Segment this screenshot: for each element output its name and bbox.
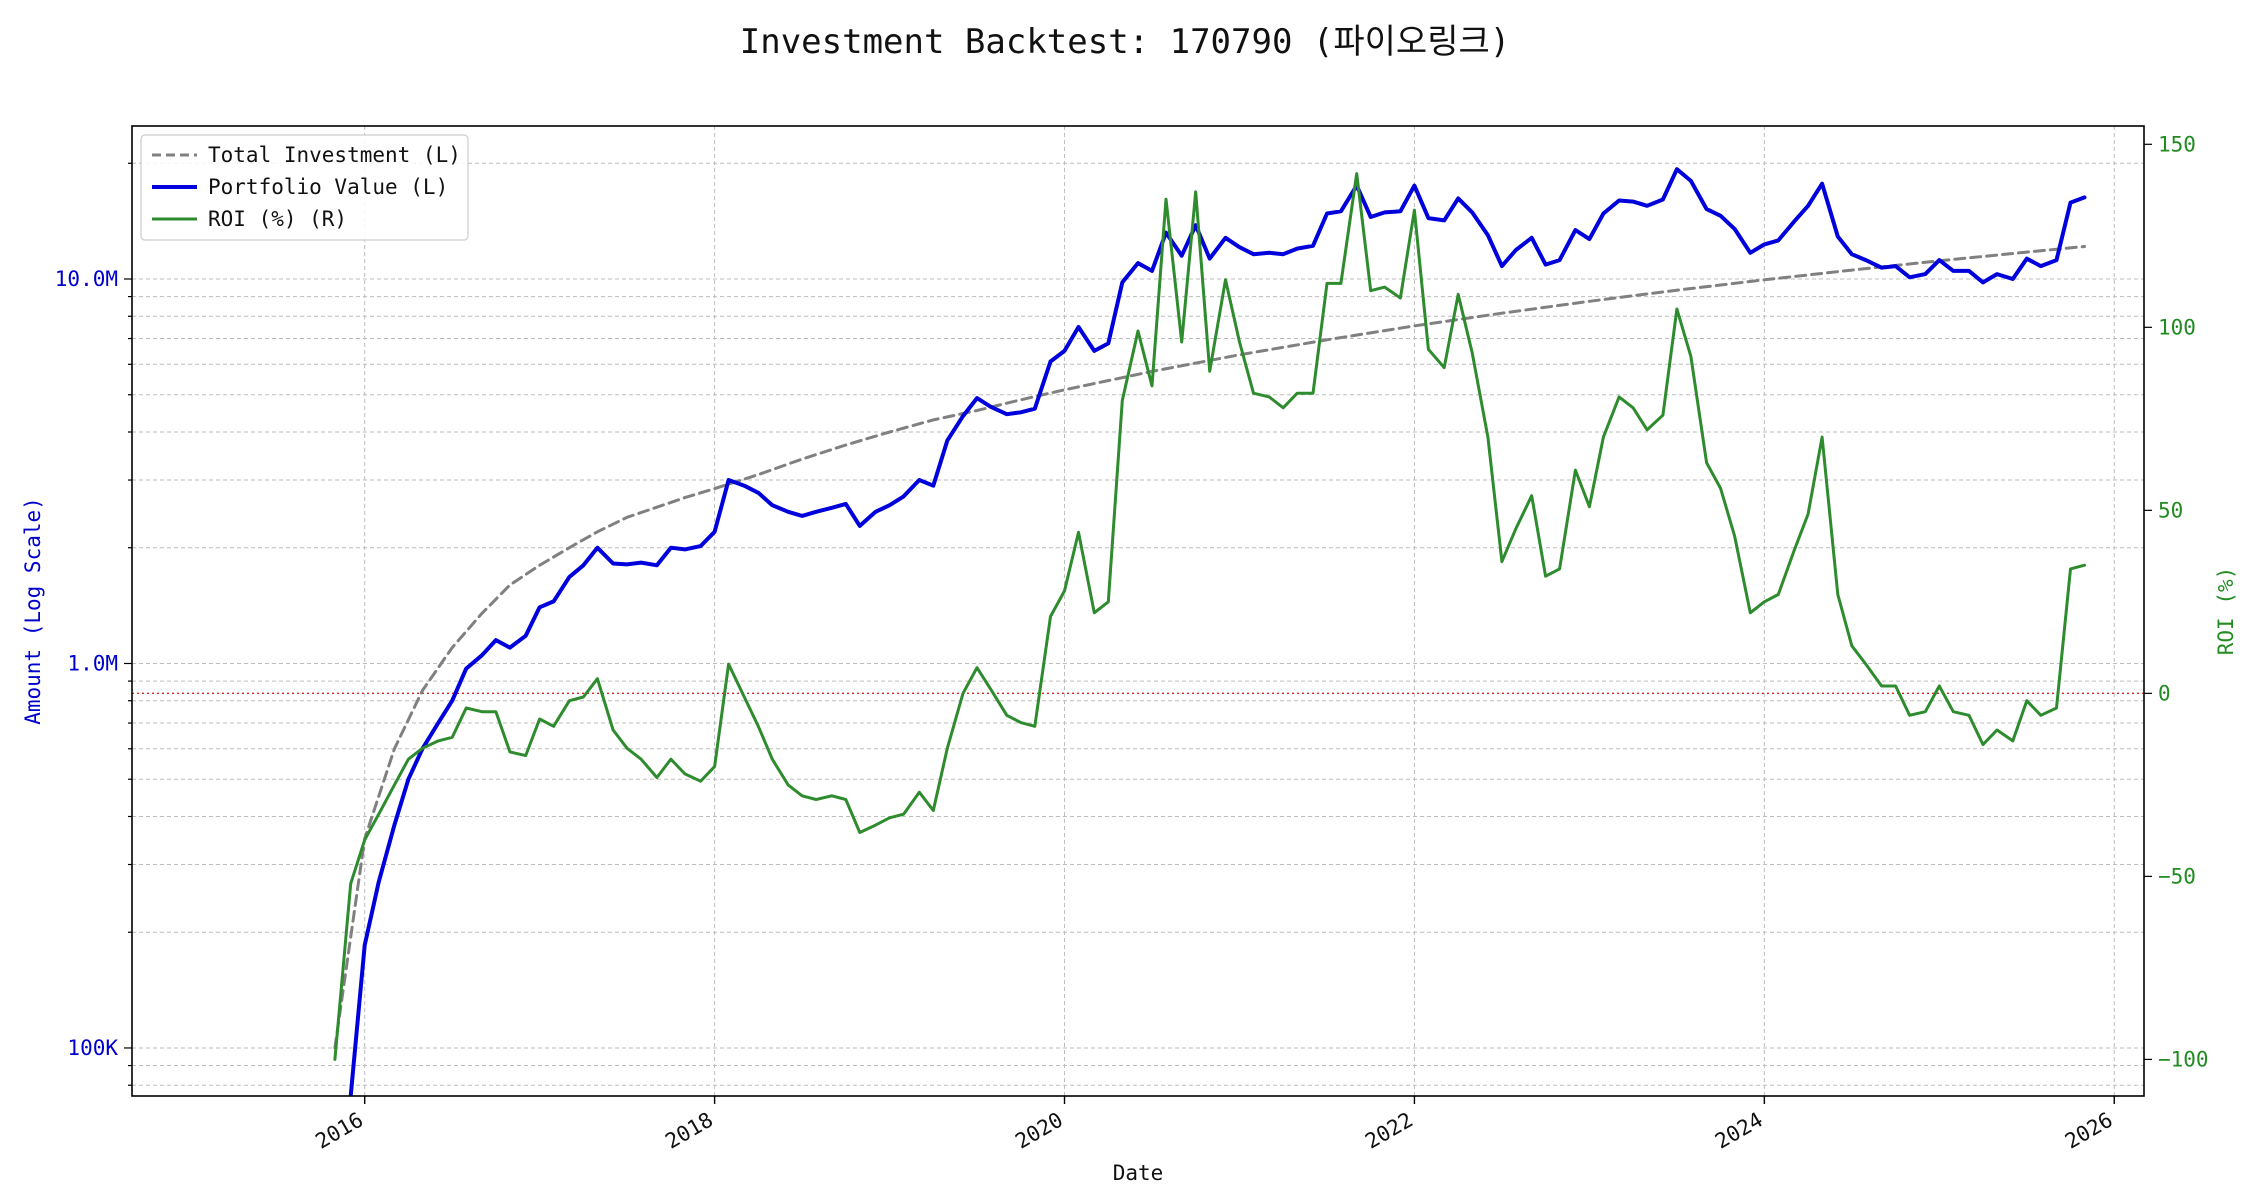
legend-label-total-investment: Total Investment (L) — [208, 143, 461, 167]
x-tick-label: 2020 — [1011, 1108, 1067, 1154]
legend-label-portfolio-value: Portfolio Value (L) — [208, 175, 448, 199]
y-right-tick-label: 100 — [2158, 315, 2196, 339]
axis-layer: 2016 2018 2020 2022 2024 2026 100K 1.0M 10.0M −10… — [55, 132, 2209, 1153]
total-investment-line — [333, 245, 2086, 1050]
y-left-tick-label: 10.0M — [55, 267, 118, 291]
chart-title: Investment Backtest: 170790 (파이오링크) — [739, 22, 1511, 62]
y-right-tick-label: 0 — [2158, 681, 2171, 705]
y-left-axis-label: Amount (Log Scale) — [21, 497, 45, 725]
x-tick-label: 2018 — [661, 1108, 717, 1154]
x-tick-label: 2026 — [2061, 1108, 2117, 1154]
y-right-tick-label: −50 — [2158, 864, 2196, 888]
series-layer — [132, 167, 2144, 1096]
plot-frame — [131, 125, 2145, 1097]
portfolio-value-line — [348, 167, 2087, 1096]
roi-line — [333, 172, 2086, 1061]
x-axis-label: Date — [1113, 1161, 1164, 1185]
legend: Total Investment (L) Portfolio Value (L)… — [140, 134, 469, 241]
x-tick-label: 2016 — [311, 1108, 367, 1154]
legend-label-roi: ROI (%) (R) — [208, 207, 347, 231]
y-right-axis-label: ROI (%) — [2214, 567, 2238, 656]
y-left-tick-label: 1.0M — [67, 651, 118, 675]
legend-box — [140, 134, 469, 241]
y-right-tick-label: −100 — [2158, 1047, 2209, 1071]
grid-layer — [132, 126, 2144, 1096]
y-right-tick-label: 150 — [2158, 132, 2196, 156]
y-right-tick-label: 50 — [2158, 498, 2183, 522]
x-tick-label: 2024 — [1711, 1108, 1767, 1154]
y-left-tick-label: 100K — [67, 1036, 118, 1060]
x-tick-label: 2022 — [1361, 1108, 1417, 1154]
